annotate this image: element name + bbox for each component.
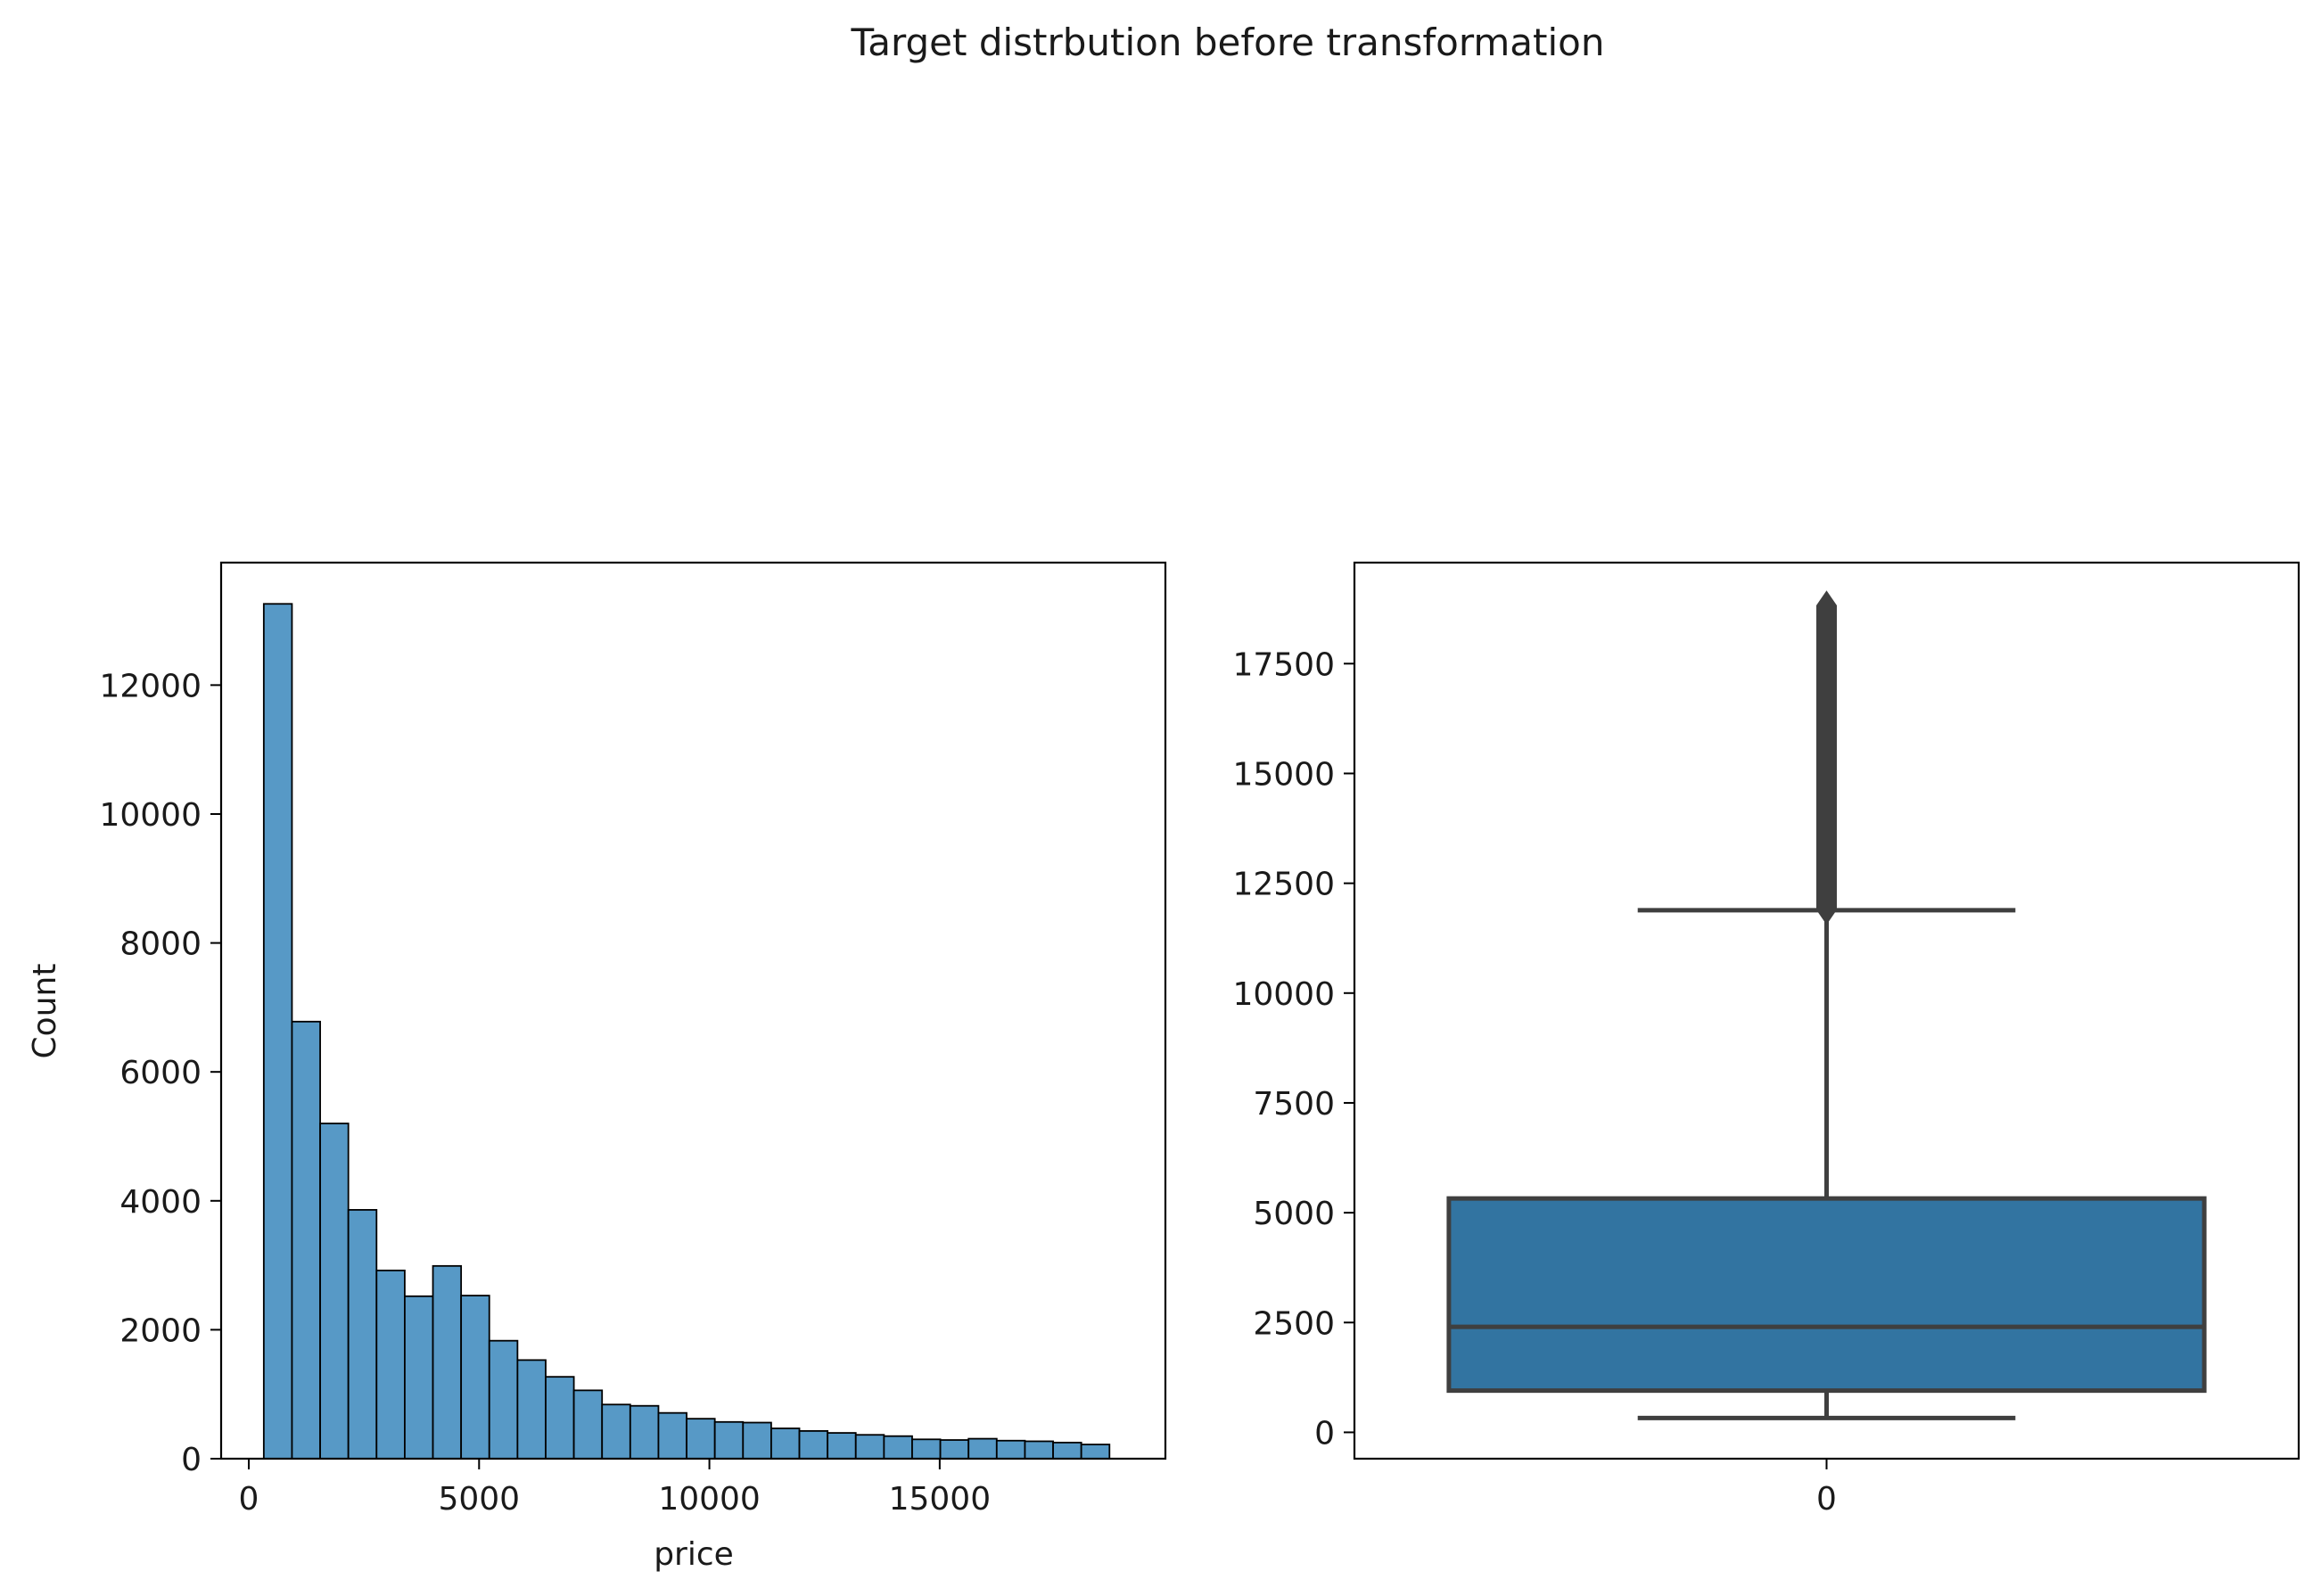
histogram-bar <box>827 1432 857 1460</box>
boxplot-y-tick-label: 0 <box>1314 1415 1335 1452</box>
histogram-bar <box>516 1359 547 1460</box>
boxplot-y-tick-label: 12500 <box>1232 867 1335 903</box>
histogram-bar <box>770 1427 801 1460</box>
boxplot-y-tick-label: 2500 <box>1253 1305 1335 1342</box>
boxplot-outliers <box>1816 590 1837 926</box>
histogram-bar <box>629 1404 660 1460</box>
histogram-x-ticks: 0 5000 10000 15000 <box>239 1459 992 1518</box>
histogram-bar <box>995 1439 1026 1460</box>
boxplot-y-tick-label: 10000 <box>1232 976 1335 1013</box>
figure-title: Target distrbution before transformation <box>851 21 1605 64</box>
histogram-bar <box>488 1339 519 1460</box>
histogram-bar <box>657 1411 687 1460</box>
histogram-bars <box>262 603 1111 1460</box>
histogram-bar <box>545 1376 575 1460</box>
histogram-chart: 0 5000 10000 15000 0 2000 4000 6000 8000 10000 12… <box>27 561 1167 1573</box>
histogram-bar <box>883 1435 913 1460</box>
boxplot-marks <box>1446 590 2207 1420</box>
boxplot-box <box>1446 1196 2207 1394</box>
histogram-bar <box>854 1434 885 1460</box>
boxplot-chart: 0 0 2500 5000 7500 10000 12500 15000 17500 <box>1232 561 2300 1518</box>
histogram-bar <box>291 1020 321 1460</box>
histogram-x-tick-label: 5000 <box>438 1481 520 1518</box>
boxplot-y-tick-label: 7500 <box>1253 1086 1335 1123</box>
histogram-x-tick-label: 15000 <box>889 1481 992 1518</box>
boxplot-y-tick-label: 17500 <box>1232 646 1335 683</box>
histogram-y-tick-label: 6000 <box>119 1055 202 1091</box>
histogram-bar <box>1052 1442 1082 1460</box>
histogram-bar <box>742 1421 772 1460</box>
histogram-bar <box>601 1403 631 1460</box>
histogram-y-axis-label: Count <box>27 964 63 1059</box>
histogram-y-tick-label: 10000 <box>99 797 202 834</box>
histogram-y-tick-label: 12000 <box>99 668 202 704</box>
histogram-bar <box>262 603 293 1460</box>
boxplot-y-ticks: 0 2500 5000 7500 10000 12500 15000 17500 <box>1232 646 1354 1452</box>
histogram-axes-frame <box>219 561 1167 1460</box>
histogram-bar <box>798 1430 829 1460</box>
histogram-bar <box>1024 1440 1054 1460</box>
histogram-bar <box>375 1269 406 1460</box>
histogram-y-tick-label: 2000 <box>119 1312 202 1349</box>
histogram-y-ticks: 0 2000 4000 6000 8000 10000 12000 <box>99 668 221 1478</box>
histogram-bar <box>460 1295 490 1460</box>
boxplot-y-tick-label: 15000 <box>1232 756 1335 793</box>
boxplot-x-tick-label: 0 <box>1816 1481 1837 1518</box>
histogram-x-axis-label: price <box>654 1536 734 1573</box>
histogram-y-tick-label: 8000 <box>119 926 202 963</box>
histogram-x-tick-label: 0 <box>239 1481 259 1518</box>
histogram-bar <box>404 1295 434 1460</box>
histogram-bar <box>432 1264 463 1460</box>
histogram-bar <box>939 1439 970 1460</box>
boxplot-axes-frame <box>1353 561 2300 1460</box>
histogram-y-tick-label: 4000 <box>119 1184 202 1221</box>
histogram-x-tick-label: 10000 <box>658 1481 761 1518</box>
histogram-bar <box>967 1437 998 1460</box>
histogram-bar <box>911 1438 942 1460</box>
histogram-y-tick-label: 0 <box>181 1442 202 1478</box>
histogram-bar <box>686 1418 716 1460</box>
boxplot-y-tick-label: 5000 <box>1253 1196 1335 1232</box>
histogram-bar <box>319 1123 350 1460</box>
histogram-bar <box>713 1420 745 1460</box>
histogram-bar <box>347 1209 378 1460</box>
histogram-bar <box>572 1389 604 1460</box>
histogram-bar <box>1080 1444 1111 1460</box>
boxplot-x-ticks: 0 <box>1816 1459 1837 1518</box>
